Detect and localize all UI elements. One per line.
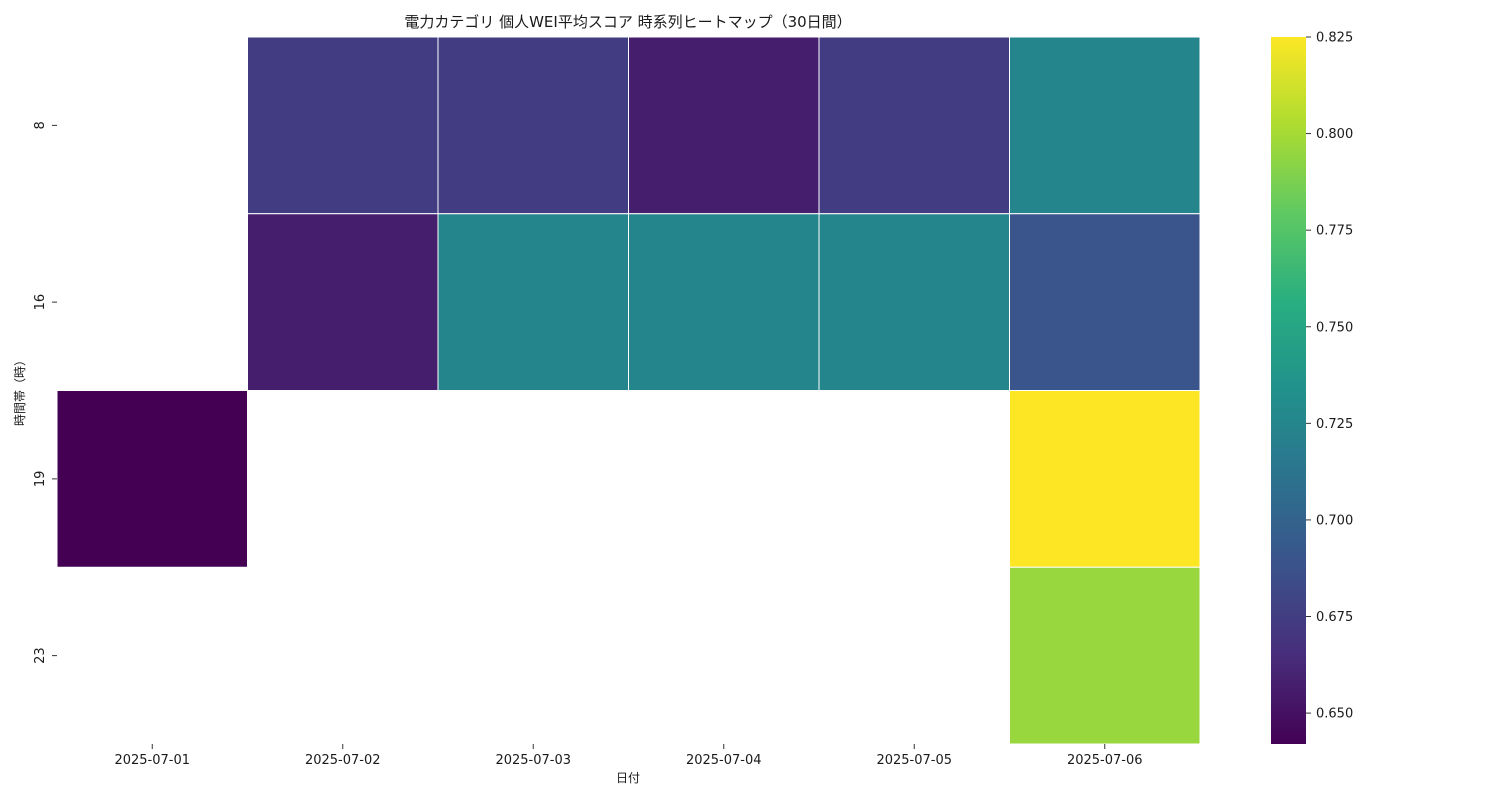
x-tick-label: 2025-07-01 xyxy=(114,753,190,768)
heatmap-cell xyxy=(437,213,629,391)
y-tick-label: 23 xyxy=(33,647,48,664)
chart-title: 電力カテゴリ 個人WEI平均スコア 時系列ヒートマップ（30日間） xyxy=(404,13,851,31)
x-axis-label: 日付 xyxy=(616,771,640,785)
heatmap-cell xyxy=(437,36,629,215)
colorbar-tick-label: 0.750 xyxy=(1316,320,1353,335)
heatmap-cell xyxy=(1009,36,1201,215)
colorbar-tick-label: 0.700 xyxy=(1316,513,1353,528)
colorbar-tick-label: 0.825 xyxy=(1316,31,1353,46)
x-tick-label: 2025-07-02 xyxy=(305,753,381,768)
heatmap-cell xyxy=(56,390,248,568)
colorbar-ticks: 0.650 0.675 0.700 0.725 0.750 0.775 0.800 0.825 xyxy=(1306,31,1353,722)
y-tick-label: 8 xyxy=(33,121,48,129)
heatmap-cell xyxy=(247,213,439,391)
heatmap-cell xyxy=(1009,566,1201,745)
x-tick-label: 2025-07-05 xyxy=(876,753,952,768)
heatmap-cell xyxy=(1009,213,1201,391)
y-tick-label: 16 xyxy=(33,294,48,311)
heatmap-cell xyxy=(1009,390,1201,568)
heatmap-cell xyxy=(628,36,820,215)
heatmap-cell xyxy=(628,213,820,391)
colorbar-tick-label: 0.775 xyxy=(1316,224,1353,239)
x-tick-label: 2025-07-06 xyxy=(1067,753,1143,768)
colorbar-tick-label: 0.650 xyxy=(1316,707,1353,722)
x-axis-ticks: 2025-07-01 2025-07-02 2025-07-03 2025-07-04… xyxy=(114,744,1143,768)
y-axis-ticks: 8 16 19 23 xyxy=(33,121,57,664)
colorbar-tick-label: 0.800 xyxy=(1316,127,1353,142)
x-tick-label: 2025-07-04 xyxy=(686,753,762,768)
heatmap-cells xyxy=(56,36,1201,745)
y-tick-label: 19 xyxy=(33,471,48,488)
y-axis-label: 時間帯（時） xyxy=(13,354,27,426)
x-tick-label: 2025-07-03 xyxy=(495,753,571,768)
heatmap-cell xyxy=(818,36,1010,215)
colorbar-tick-label: 0.675 xyxy=(1316,610,1353,625)
colorbar xyxy=(1271,37,1306,744)
heatmap-cell xyxy=(247,36,439,215)
heatmap-cell xyxy=(818,213,1010,391)
colorbar-tick-label: 0.725 xyxy=(1316,417,1353,432)
